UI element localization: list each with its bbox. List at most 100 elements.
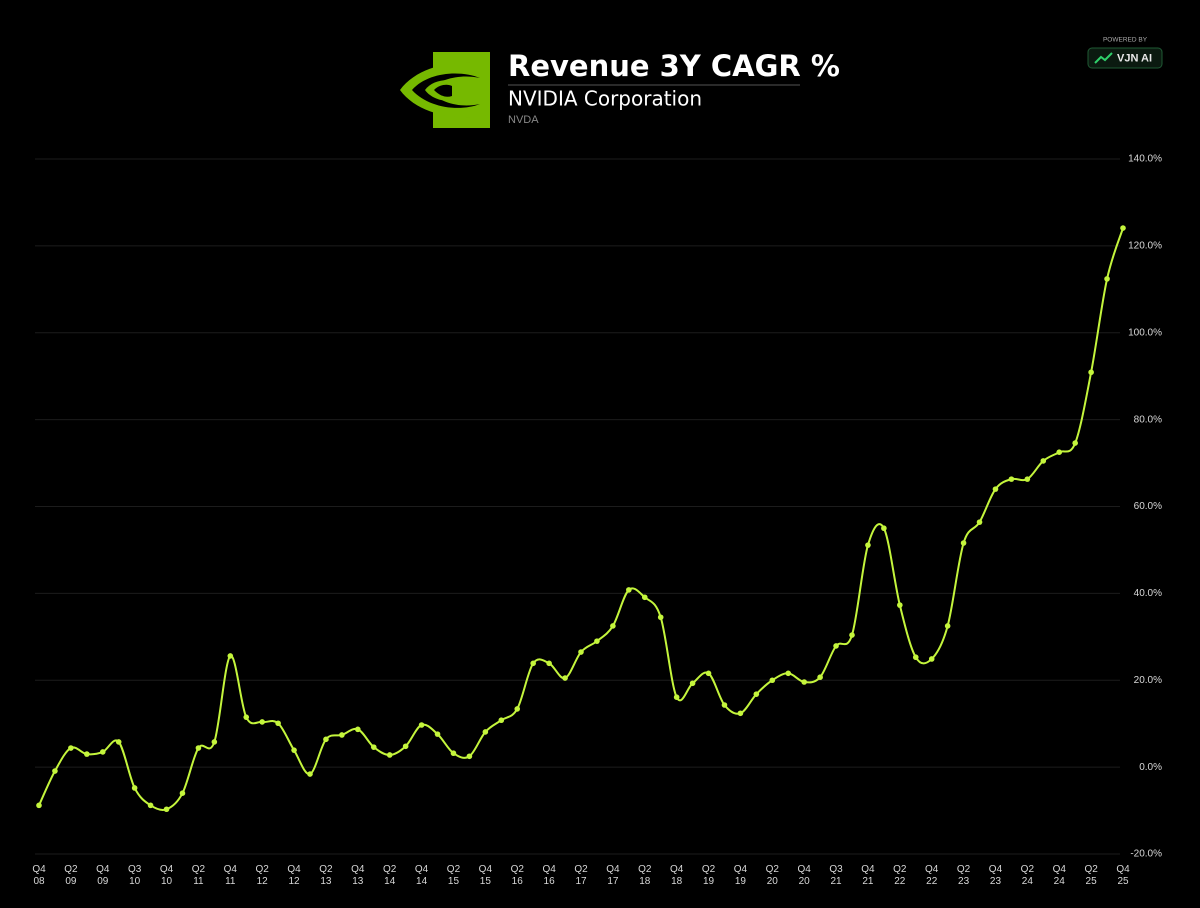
y-tick-label: 80.0%: [1134, 414, 1162, 425]
point: [610, 623, 616, 629]
point: [594, 638, 600, 644]
x-tick-label: Q2 20: [765, 864, 779, 887]
point: [753, 691, 760, 697]
point: [1024, 476, 1031, 482]
point: [801, 679, 807, 685]
x-tick-label: Q4 22: [925, 864, 939, 887]
x-tick-label: Q4 21: [861, 864, 875, 887]
x-tick-label: Q2 23: [956, 864, 971, 887]
point: [84, 751, 90, 757]
point: [243, 714, 250, 720]
point: [1040, 458, 1047, 464]
point: [546, 660, 552, 667]
point: [1072, 440, 1078, 446]
y-tick-label: 20.0%: [1134, 675, 1162, 686]
x-tick-label: Q4 17: [606, 864, 620, 887]
point: [721, 702, 728, 708]
point: [131, 785, 138, 791]
point: [881, 525, 887, 532]
x-tick-label: Q4 11: [223, 864, 237, 887]
point: [99, 749, 106, 755]
x-tick-label: Q4 14: [414, 864, 429, 887]
point: [227, 653, 234, 659]
x-tick-label: Q2 11: [191, 864, 206, 887]
point: [705, 670, 712, 677]
x-tick-label: Q3 10: [127, 864, 142, 887]
point: [36, 802, 42, 809]
point: [849, 632, 855, 638]
point: [992, 486, 999, 492]
x-tick-label: Q2 13: [319, 864, 333, 887]
point: [147, 802, 154, 809]
point: [1056, 449, 1063, 456]
point: [817, 674, 823, 681]
point: [339, 732, 345, 738]
x-tick-label: Q2 15: [446, 864, 461, 887]
point: [211, 739, 218, 745]
x-tick-label: Q2 14: [383, 864, 397, 887]
x-tick-label: Q4 13: [351, 864, 365, 887]
x-tick-label: Q2 09: [64, 864, 78, 887]
point: [195, 745, 202, 751]
point: [514, 706, 521, 712]
brand-badge: [1087, 47, 1163, 69]
line: [38, 227, 1124, 811]
point: [657, 614, 664, 621]
x-tick-label: Q4 15: [478, 864, 493, 887]
y-tick-label: 120.0%: [1128, 241, 1162, 252]
x-tick-label: Q3 21: [829, 864, 843, 887]
point: [179, 790, 186, 796]
x-tick-label: Q2 12: [255, 864, 269, 887]
point: [466, 753, 473, 760]
point: [928, 656, 935, 662]
point: [323, 736, 329, 743]
point: [562, 675, 568, 681]
x-tick-label: Q4 18: [669, 864, 684, 887]
point: [498, 717, 505, 724]
x-tick-label: Q2 18: [638, 864, 652, 887]
point: [291, 747, 297, 753]
point: [976, 519, 983, 525]
x-tick-label: Q4 09: [96, 864, 110, 887]
point: [530, 660, 536, 667]
x-tick-label: Q2 17: [574, 864, 588, 887]
x-tick-label: Q2 22: [893, 864, 907, 887]
powered-by: POWERED BY: [1103, 37, 1148, 44]
point: [673, 694, 680, 700]
x-tick-label: Q4 10: [159, 864, 174, 887]
point: [115, 739, 122, 745]
chart-title: Revenue 3Y CAGR %: [508, 49, 840, 83]
point: [897, 602, 903, 608]
x-tick-label: Q2 19: [701, 864, 716, 887]
point: [865, 542, 871, 548]
y-tick-label: 100.0%: [1128, 327, 1162, 338]
brand-icon: [1094, 52, 1113, 64]
point: [912, 654, 919, 661]
chart-subtitle: NVIDIA Corporation: [508, 87, 702, 111]
y-tick-label: 40.0%: [1134, 588, 1162, 599]
x-tick-label: Q4 24: [1052, 864, 1066, 887]
point: [370, 744, 377, 750]
point: [1088, 369, 1094, 376]
point: [68, 745, 74, 751]
x-tick-label: Q4 12: [287, 864, 301, 887]
point: [578, 649, 584, 655]
x-tick-label: Q2 16: [510, 864, 524, 887]
point: [163, 806, 170, 813]
brand-name: VJN AI: [1117, 52, 1152, 64]
point: [689, 680, 696, 687]
x-tick-label: Q4 23: [988, 864, 1003, 887]
x-tick-label: Q2 24: [1020, 864, 1035, 887]
point: [259, 719, 265, 725]
ticker: NVDA: [508, 114, 539, 126]
x-tick-label: Q4 16: [542, 864, 556, 887]
point: [402, 743, 409, 750]
point: [434, 731, 441, 737]
point: [307, 771, 313, 777]
point: [355, 726, 361, 733]
x-tick-label: Q4 19: [733, 864, 748, 887]
point: [833, 643, 839, 649]
x-tick-label: Q4 25: [1116, 864, 1130, 887]
